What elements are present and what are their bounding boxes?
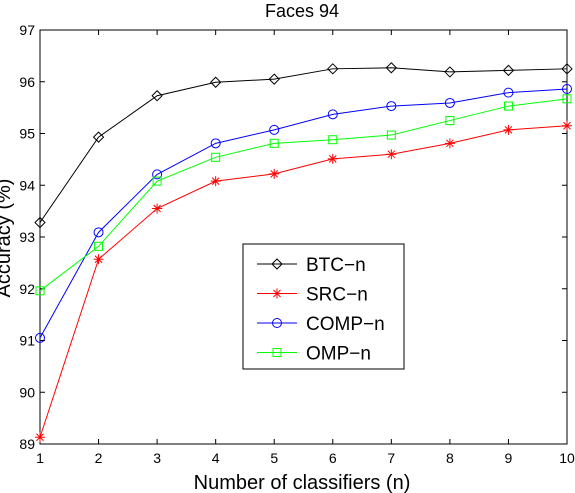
x-tick-label: 8 bbox=[446, 450, 454, 466]
x-tick-label: 2 bbox=[95, 450, 103, 466]
data-point bbox=[502, 64, 515, 77]
x-tick-label: 6 bbox=[329, 450, 337, 466]
x-tick-label: 9 bbox=[505, 450, 513, 466]
legend-label: BTC−n bbox=[306, 255, 366, 276]
y-tick-label: 92 bbox=[19, 281, 35, 297]
data-point bbox=[268, 73, 280, 85]
legend-marker bbox=[272, 288, 282, 299]
legend-marker bbox=[272, 318, 282, 328]
x-axis-label: Number of classifiers (n) bbox=[194, 472, 411, 493]
series-line bbox=[39, 125, 568, 438]
plot-frame bbox=[39, 29, 568, 445]
y-tick-label: 91 bbox=[19, 333, 35, 349]
data-point bbox=[35, 286, 45, 296]
series-line bbox=[39, 67, 568, 223]
data-point bbox=[152, 176, 162, 186]
data-point bbox=[445, 116, 455, 126]
data-point bbox=[152, 203, 163, 214]
data-point bbox=[562, 94, 572, 104]
data-point bbox=[94, 241, 104, 251]
data-point bbox=[210, 138, 221, 149]
x-tick-label: 7 bbox=[387, 450, 395, 466]
data-point bbox=[561, 63, 573, 75]
data-point bbox=[327, 109, 338, 120]
x-tick-label: 4 bbox=[212, 450, 220, 466]
data-point bbox=[327, 153, 338, 164]
data-point bbox=[151, 90, 163, 102]
data-point bbox=[503, 124, 514, 135]
data-point bbox=[269, 138, 279, 148]
data-point bbox=[327, 63, 339, 75]
y-tick-label: 90 bbox=[19, 384, 35, 400]
legend-label: OMP−n bbox=[306, 344, 371, 365]
x-tick-label: 10 bbox=[559, 450, 575, 466]
data-point bbox=[386, 130, 396, 140]
chart-title: Faces 94 bbox=[265, 1, 339, 21]
series-comp bbox=[35, 83, 572, 343]
data-point bbox=[211, 152, 221, 162]
data-point bbox=[269, 124, 280, 135]
data-point bbox=[503, 87, 514, 98]
series-btc bbox=[34, 62, 573, 229]
data-point bbox=[93, 254, 104, 265]
data-point bbox=[210, 176, 221, 187]
x-tick-label: 1 bbox=[36, 450, 44, 466]
data-point bbox=[562, 83, 572, 94]
series-line bbox=[39, 98, 568, 292]
y-tick-label: 94 bbox=[19, 177, 35, 193]
y-tick-label: 96 bbox=[19, 74, 35, 90]
data-point bbox=[444, 97, 455, 108]
x-tick-label: 5 bbox=[270, 450, 278, 466]
data-point bbox=[35, 432, 45, 443]
data-point bbox=[35, 332, 45, 343]
data-point bbox=[152, 169, 163, 180]
legend-label: COMP−n bbox=[306, 314, 385, 335]
data-point bbox=[386, 101, 397, 112]
x-tick-label: 3 bbox=[153, 450, 161, 466]
data-point bbox=[444, 138, 455, 149]
y-tick-label: 97 bbox=[19, 22, 35, 38]
legend-label: SRC−n bbox=[306, 285, 368, 306]
data-point bbox=[385, 62, 398, 74]
series-src bbox=[35, 120, 572, 443]
data-point bbox=[209, 76, 222, 88]
data-point bbox=[93, 227, 104, 238]
data-point bbox=[92, 131, 105, 143]
y-axis-label: Accuracy (%) bbox=[0, 179, 15, 298]
legend-marker bbox=[272, 348, 282, 357]
data-point bbox=[503, 101, 513, 111]
data-point bbox=[328, 135, 338, 145]
series-layer bbox=[34, 62, 573, 443]
data-point bbox=[34, 216, 46, 229]
data-point bbox=[562, 120, 572, 131]
data-point bbox=[386, 149, 397, 160]
y-tick-label: 93 bbox=[19, 229, 35, 245]
data-point bbox=[444, 66, 456, 78]
series-omp bbox=[35, 94, 572, 296]
data-point bbox=[269, 168, 280, 179]
legend-marker bbox=[271, 258, 283, 270]
series-line bbox=[39, 88, 568, 339]
y-tick-label: 95 bbox=[19, 126, 35, 142]
y-tick-label: 89 bbox=[19, 436, 35, 452]
legend: BTC−n SRC−n COMP−n OMP−n bbox=[242, 243, 405, 370]
legend-box bbox=[242, 243, 405, 370]
